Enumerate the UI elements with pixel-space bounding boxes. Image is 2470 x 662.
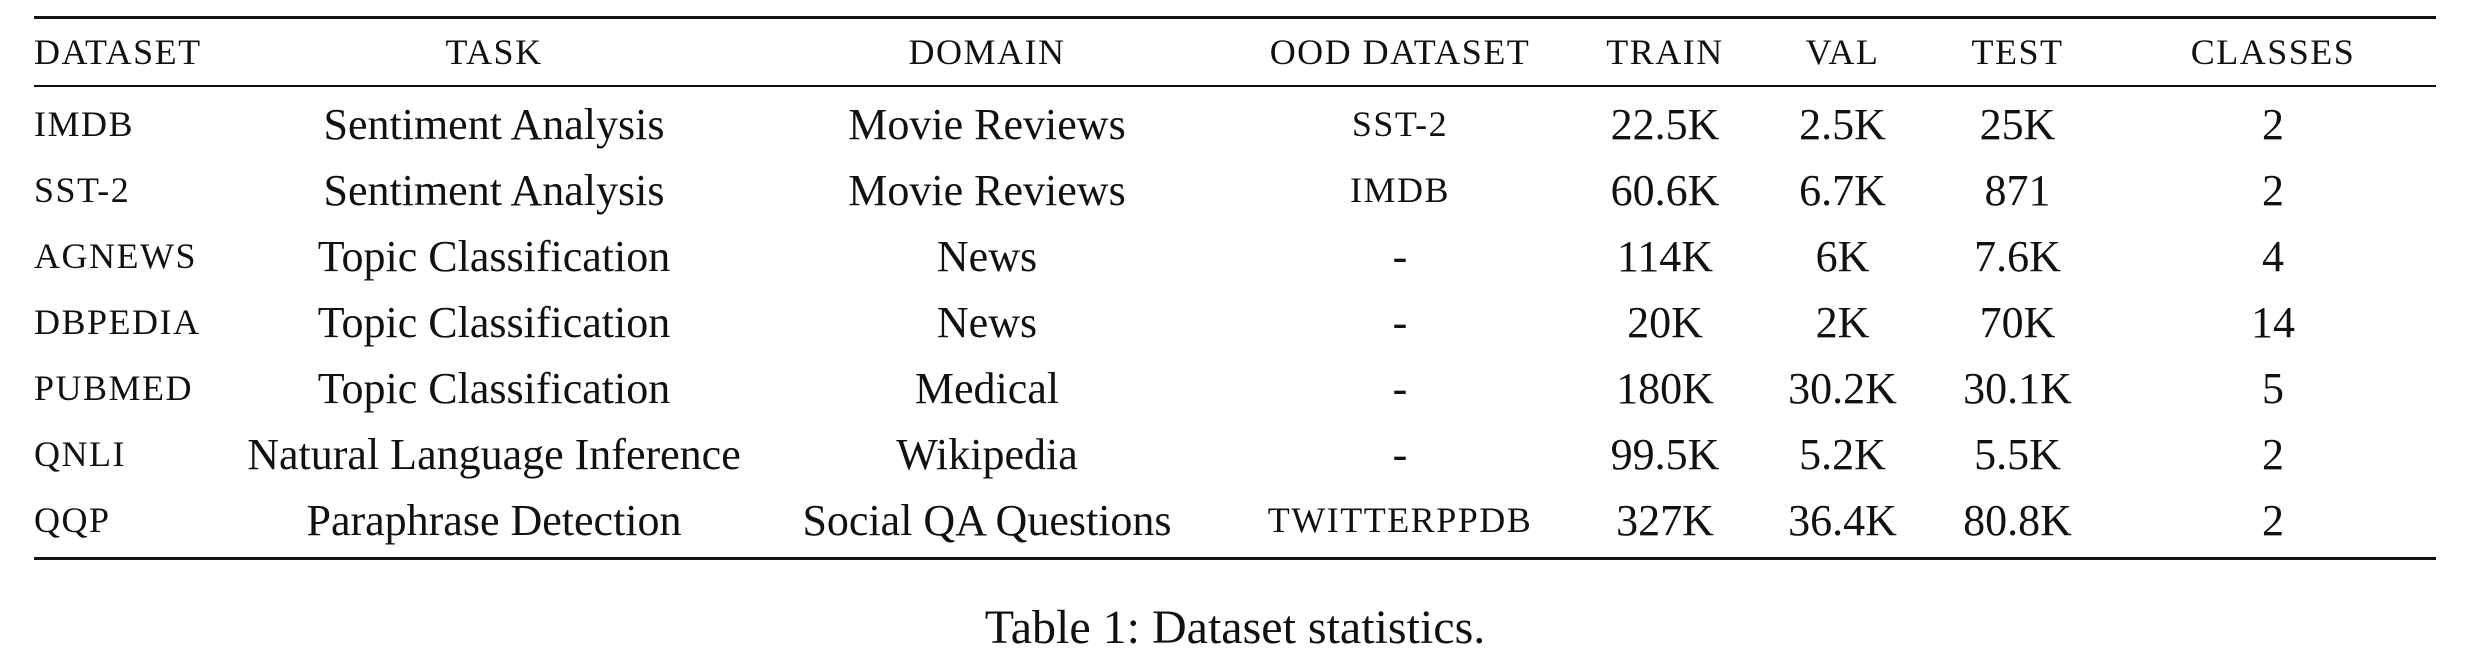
cell-task: Topic Classification [317,363,671,413]
cell-task: Sentiment Analysis [323,165,665,215]
header-classes: CLASSES [2190,32,2356,72]
cell-classes: 2 [2262,99,2284,149]
table-row: DBPEDIA Topic Classification News - 20K … [34,289,2436,355]
table-row: QNLI Natural Language Inference Wikipedi… [34,421,2436,487]
cell-classes: 2 [2262,165,2284,215]
header-train: TRAIN [1606,32,1724,72]
cell-val: 2.5K [1799,99,1886,149]
cell-task: Paraphrase Detection [306,495,682,545]
cell-task: Natural Language Inference [247,429,741,479]
cell-test: 70K [1979,297,2056,347]
cell-ood-dataset: SST-2 [1351,104,1449,144]
cell-classes: 4 [2262,231,2284,281]
table-row: SST-2 Sentiment Analysis Movie Reviews I… [34,157,2436,223]
header-val: VAL [1805,32,1880,72]
cell-val: 36.4K [1788,495,1897,545]
cell-test: 25K [1979,99,2056,149]
cell-test: 871 [1984,165,2051,215]
cell-classes: 2 [2262,495,2284,545]
cell-domain: Medical [914,363,1060,413]
cell-classes: 2 [2262,429,2284,479]
table-row: IMDB Sentiment Analysis Movie Reviews SS… [34,86,2436,157]
cell-ood-dataset: - [1392,297,1408,347]
cell-dataset: IMDB [34,104,135,144]
cell-val: 5.2K [1799,429,1886,479]
cell-domain: Social QA Questions [802,495,1172,545]
header-row: DATASET TASK DOMAIN OOD DATASET TRAIN VA… [34,17,2436,86]
cell-train: 20K [1627,297,1703,347]
cell-task: Topic Classification [317,297,671,347]
cell-dataset: DBPEDIA [34,302,201,342]
cell-train: 99.5K [1610,429,1720,479]
cell-ood-dataset: IMDB [1349,170,1450,210]
cell-ood-dataset: - [1392,363,1408,413]
cell-domain: Wikipedia [896,429,1078,479]
cell-task: Topic Classification [317,231,671,281]
cell-dataset: SST-2 [34,170,131,210]
cell-domain: News [936,297,1038,347]
cell-test: 80.8K [1963,495,2072,545]
cell-train: 22.5K [1610,99,1720,149]
cell-dataset: AGNEWS [34,236,197,276]
table-row: AGNEWS Topic Classification News - 114K … [34,223,2436,289]
cell-train: 60.6K [1610,165,1720,215]
cell-domain: News [936,231,1038,281]
table-row: PUBMED Topic Classification Medical - 18… [34,355,2436,421]
cell-val: 6.7K [1799,165,1886,215]
cell-test: 30.1K [1963,363,2072,413]
cell-dataset: QNLI [34,434,126,474]
header-ood-dataset: OOD DATASET [1269,32,1531,72]
cell-train: 327K [1616,495,1714,545]
cell-classes: 5 [2262,363,2284,413]
dataset-statistics-table-container: DATASET TASK DOMAIN OOD DATASET TRAIN VA… [34,16,2436,560]
dataset-statistics-table: DATASET TASK DOMAIN OOD DATASET TRAIN VA… [34,16,2436,560]
cell-dataset: QQP [34,500,111,540]
header-test: TEST [1971,32,2064,72]
cell-classes: 14 [2251,297,2295,347]
table-row: QQP Paraphrase Detection Social QA Quest… [34,487,2436,559]
header-domain: DOMAIN [908,32,1066,72]
cell-train: 180K [1616,363,1714,413]
header-dataset: DATASET [34,32,202,72]
cell-ood-dataset: - [1392,231,1408,281]
cell-test: 5.5K [1974,429,2061,479]
cell-val: 2K [1815,297,1870,347]
cell-train: 114K [1616,231,1714,281]
cell-ood-dataset: TWITTERPPDB [1267,500,1533,540]
cell-ood-dataset: - [1392,429,1408,479]
header-task: TASK [445,32,543,72]
table-caption: Table 1: Dataset statistics. [984,601,1486,654]
cell-val: 30.2K [1788,363,1897,413]
cell-val: 6K [1815,231,1870,281]
cell-domain: Movie Reviews [848,99,1126,149]
cell-domain: Movie Reviews [848,165,1126,215]
cell-task: Sentiment Analysis [323,99,665,149]
cell-test: 7.6K [1974,231,2061,281]
cell-dataset: PUBMED [34,368,194,408]
